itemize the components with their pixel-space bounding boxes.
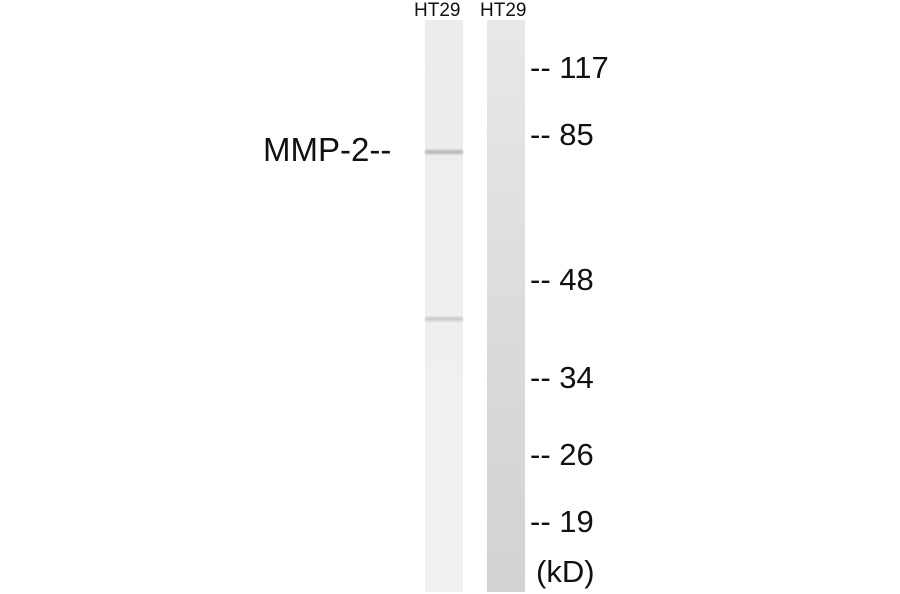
marker-117: -- 117 [530,50,609,85]
marker-19: -- 19 [530,504,594,539]
marker-34: -- 34 [530,360,594,395]
lower-band [425,317,463,321]
lane-label-1: HT29 [414,0,461,21]
marker-48: -- 48 [530,262,594,297]
marker-26: -- 26 [530,437,594,472]
blot-lane-2 [487,20,525,592]
unit-label: (kD) [536,554,595,589]
blot-lane-1 [425,20,463,592]
marker-85: -- 85 [530,117,594,152]
lane-label-2: HT29 [480,0,527,21]
mmp2-band [425,150,463,154]
protein-label: MMP-2-- [263,131,392,168]
